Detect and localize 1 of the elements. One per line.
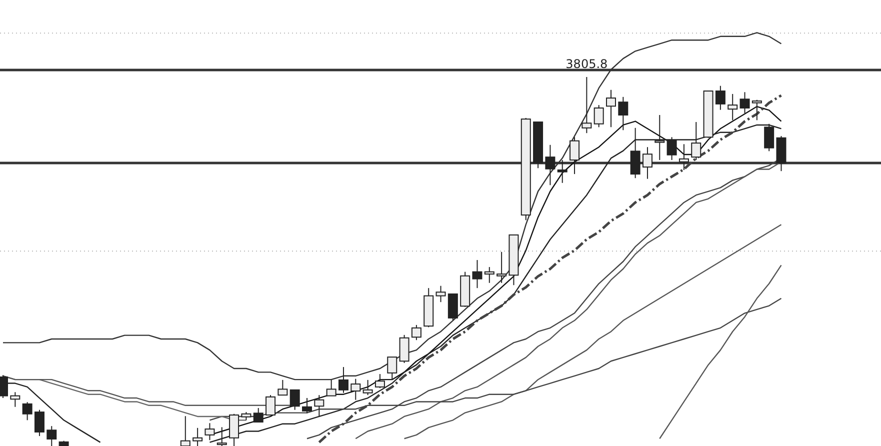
annotation: 3805.8 [566, 57, 608, 71]
